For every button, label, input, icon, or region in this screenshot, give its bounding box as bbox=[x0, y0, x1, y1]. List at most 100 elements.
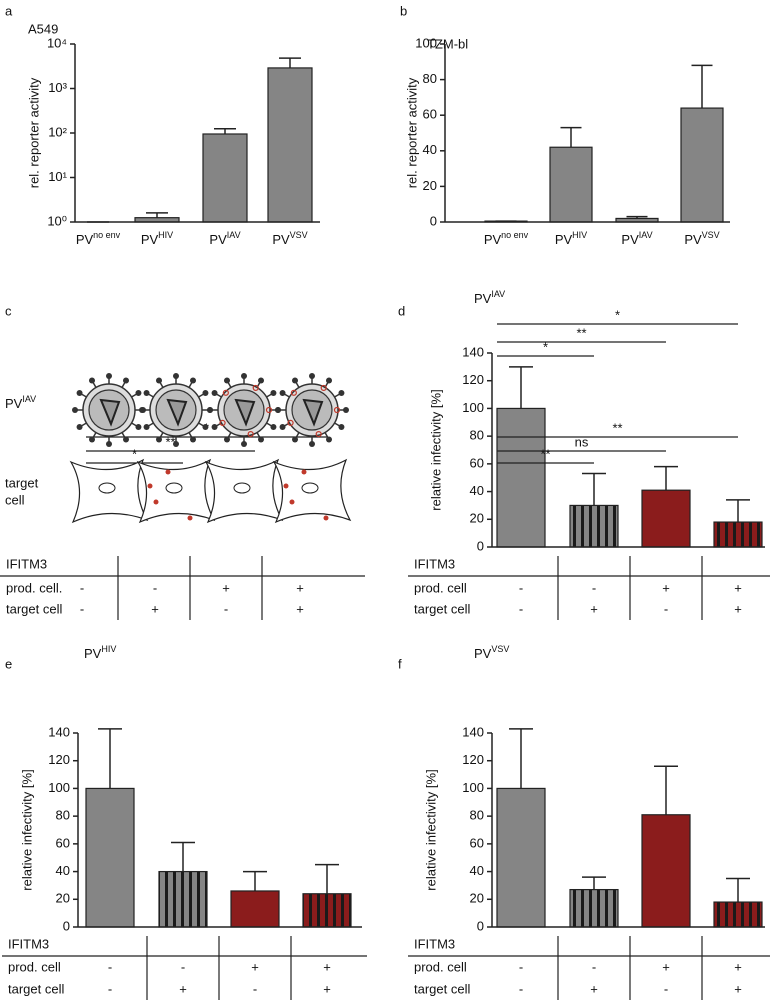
y-tick-label: 10⁴ bbox=[47, 35, 67, 50]
y-tick-label: 0 bbox=[477, 538, 484, 553]
virus-spike-head bbox=[343, 407, 349, 413]
panel-letter: c bbox=[5, 303, 12, 318]
y-axis-label: relative infectivity [%] bbox=[423, 769, 438, 890]
x-tick-label-sup: HIV bbox=[572, 230, 587, 240]
y-tick-label: 40 bbox=[470, 483, 484, 498]
y-tick-label: 60 bbox=[470, 835, 484, 850]
virus-spike-head bbox=[326, 377, 332, 384]
virus-spike-head bbox=[338, 424, 345, 430]
virus-capsid bbox=[99, 398, 121, 427]
y-tick-label: 100 bbox=[415, 35, 437, 50]
y-tick-label: 40 bbox=[470, 863, 484, 878]
table-cell: + bbox=[151, 601, 159, 616]
table-cell: - bbox=[108, 981, 112, 996]
ifitm3-dot bbox=[222, 389, 229, 396]
table-cell: + bbox=[590, 981, 598, 996]
table-cell: + bbox=[662, 959, 670, 974]
y-tick-label: 40 bbox=[56, 863, 70, 878]
virus-spike-head bbox=[211, 424, 218, 430]
table-cell: - bbox=[592, 580, 596, 595]
table-row-label: target cell bbox=[414, 981, 470, 996]
cell-nucleus bbox=[301, 482, 319, 494]
table-cell: - bbox=[253, 981, 257, 996]
y-tick-label: 100 bbox=[462, 400, 484, 415]
x-tick-label: PVno env bbox=[484, 230, 529, 247]
virus-spike-head bbox=[207, 407, 213, 413]
panel-letter: d bbox=[398, 303, 405, 318]
chart-title-base: PV bbox=[474, 291, 492, 306]
x-tick-label-base: PV bbox=[484, 232, 502, 247]
table-row-label: target cell bbox=[414, 601, 470, 616]
virus-spike-head bbox=[190, 436, 196, 443]
chart-title-sup: VSV bbox=[491, 644, 509, 654]
virus-spike-head bbox=[190, 377, 196, 384]
virus-spike-head bbox=[139, 407, 145, 413]
table-row-label: prod. cell bbox=[8, 959, 61, 974]
bar bbox=[230, 890, 280, 928]
bar bbox=[569, 504, 619, 548]
ifitm3-dot bbox=[315, 430, 322, 438]
virus-spike-head bbox=[309, 441, 315, 447]
virus-spike-head bbox=[72, 407, 78, 413]
bar bbox=[267, 67, 313, 223]
table-cell: - bbox=[664, 601, 668, 616]
ifitm3-dot bbox=[265, 406, 273, 414]
table-cell: - bbox=[664, 981, 668, 996]
table-cell: + bbox=[734, 580, 742, 595]
chart-title: PVHIV bbox=[84, 644, 116, 661]
chart-title: PVVSV bbox=[474, 644, 509, 661]
table-cell: - bbox=[153, 580, 157, 595]
y-axis-label: relative infectivity [%] bbox=[19, 769, 34, 890]
panel-letter: f bbox=[398, 656, 402, 671]
x-tick-label-sup: VSV bbox=[702, 230, 720, 240]
ifitm3-dot bbox=[147, 483, 153, 489]
x-tick-label-base: PV bbox=[76, 232, 94, 247]
ifitm3-dot bbox=[165, 469, 171, 475]
table-cell: + bbox=[734, 981, 742, 996]
virus-label: PVIAV bbox=[5, 394, 36, 411]
chart-title-base: PV bbox=[474, 646, 492, 661]
chart-title: PVIAV bbox=[474, 289, 505, 306]
table-cell: - bbox=[519, 580, 523, 595]
cell-nucleus bbox=[165, 482, 183, 494]
y-tick-label: 120 bbox=[462, 752, 484, 767]
bar bbox=[302, 893, 352, 928]
y-tick-label: 20 bbox=[56, 891, 70, 906]
table-header: IFITM3 bbox=[6, 556, 47, 571]
x-tick-label-base: PV bbox=[555, 232, 573, 247]
x-tick-label-sup: VSV bbox=[290, 230, 308, 240]
table-cell: + bbox=[296, 601, 304, 616]
ifitm3-dot bbox=[320, 384, 327, 392]
virus-spike-head bbox=[279, 424, 286, 430]
chart-title-base: PV bbox=[84, 646, 102, 661]
virus-spike-head bbox=[156, 436, 162, 443]
y-tick-label: 0 bbox=[63, 918, 70, 933]
table-cell: + bbox=[222, 580, 230, 595]
virus-spike-head bbox=[279, 390, 286, 396]
virus-spike-head bbox=[270, 424, 277, 430]
chart-title-sup: HIV bbox=[101, 644, 116, 654]
ifitm3-dot bbox=[153, 499, 159, 505]
virus-capsid bbox=[234, 398, 256, 427]
virus-spike-head bbox=[89, 436, 95, 443]
x-tick-label-base: PV bbox=[684, 232, 702, 247]
y-tick-label: 60 bbox=[56, 835, 70, 850]
bar bbox=[713, 901, 763, 928]
table-cell: - bbox=[80, 601, 84, 616]
x-tick-label-sup: no env bbox=[93, 230, 121, 240]
table-cell: - bbox=[592, 959, 596, 974]
chart-title: TZM-bl bbox=[427, 36, 468, 51]
y-tick-label: 10² bbox=[48, 124, 67, 139]
virus-spike-head bbox=[258, 377, 264, 384]
table-cell: - bbox=[80, 580, 84, 595]
bar bbox=[641, 814, 691, 928]
virus-spike-head bbox=[173, 441, 179, 447]
y-tick-label: 100 bbox=[462, 780, 484, 795]
panel-letter: e bbox=[5, 656, 12, 671]
virus-spike-head bbox=[338, 390, 345, 396]
table-cell: + bbox=[296, 580, 304, 595]
significance-label: * bbox=[132, 446, 137, 461]
ifitm3-dot bbox=[283, 483, 289, 489]
y-tick-label: 80 bbox=[470, 808, 484, 823]
